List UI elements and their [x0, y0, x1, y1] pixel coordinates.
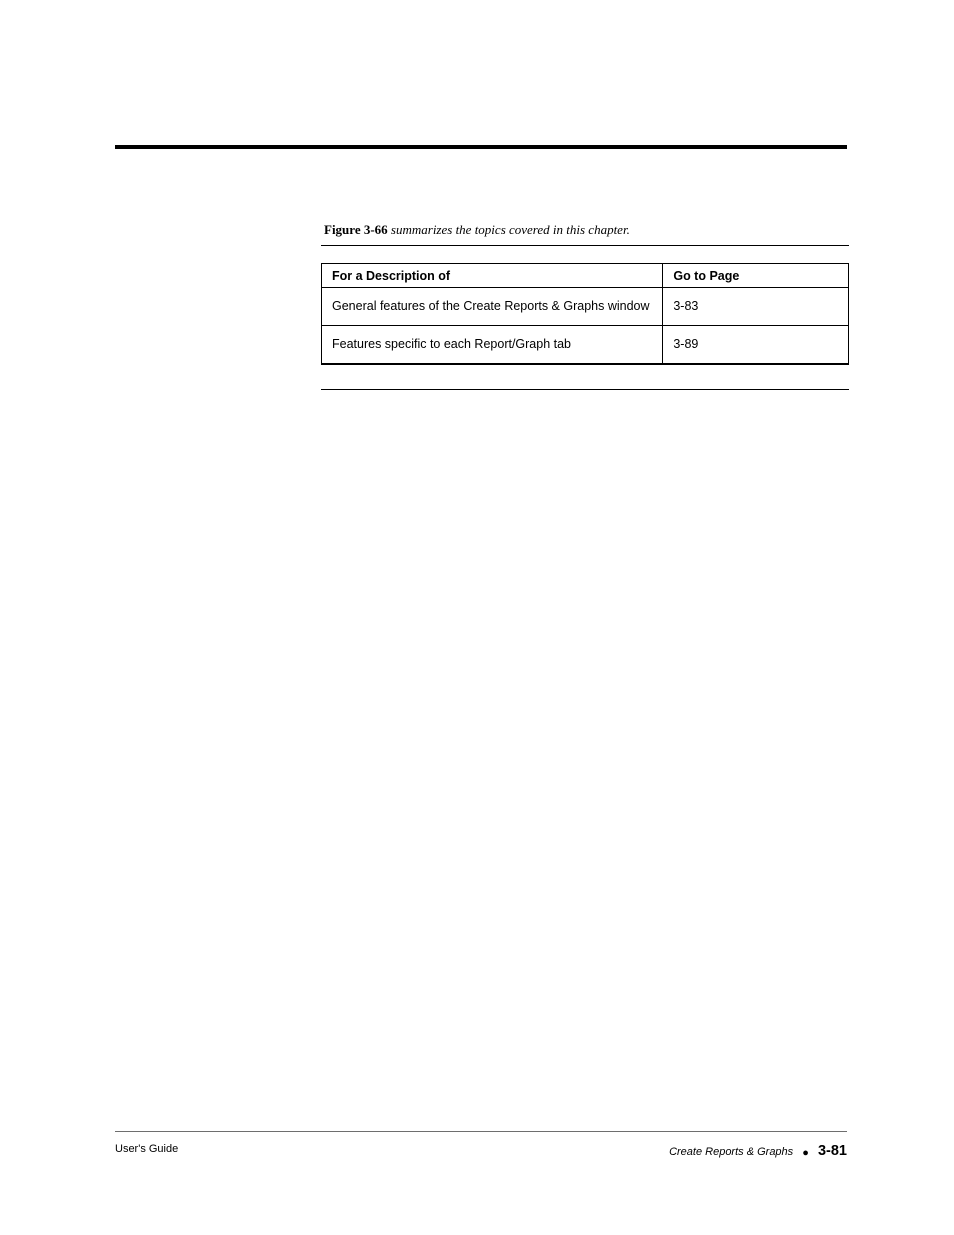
- cell-page: 3-89: [663, 326, 849, 365]
- table-row: General features of the Create Reports &…: [322, 288, 849, 326]
- footer-left: User's Guide: [115, 1143, 178, 1155]
- figure-caption: Figure 3-66 summarizes the topics covere…: [321, 222, 849, 238]
- col-header-page: Go to Page: [663, 264, 849, 288]
- cell-page: 3-83: [663, 288, 849, 326]
- summary-table: For a Description of Go to Page General …: [321, 263, 849, 365]
- figure-3-66: Figure 3-66 summarizes the topics covere…: [321, 222, 849, 390]
- figure-top-rule: [321, 245, 849, 246]
- chapter-rule: [115, 145, 847, 149]
- figure-caption-label: Figure 3-66: [324, 222, 388, 237]
- footer-rule: [115, 1131, 847, 1132]
- table-header-row: For a Description of Go to Page: [322, 264, 849, 288]
- col-header-description: For a Description of: [322, 264, 663, 288]
- footer-right: Create Reports & Graphs ● 3-81: [669, 1143, 847, 1159]
- cell-description: General features of the Create Reports &…: [322, 288, 663, 326]
- figure-caption-body: summarizes the topics covered in this ch…: [391, 222, 630, 237]
- figure-bottom-rule: [321, 389, 849, 390]
- page-content: Figure 3-66 summarizes the topics covere…: [115, 0, 847, 1235]
- footer-bullet-icon: ●: [802, 1148, 809, 1159]
- footer-section: Create Reports & Graphs: [669, 1146, 793, 1158]
- cell-description: Features specific to each Report/Graph t…: [322, 326, 663, 365]
- table-row: Features specific to each Report/Graph t…: [322, 326, 849, 365]
- footer-page-number: 3-81: [818, 1143, 847, 1159]
